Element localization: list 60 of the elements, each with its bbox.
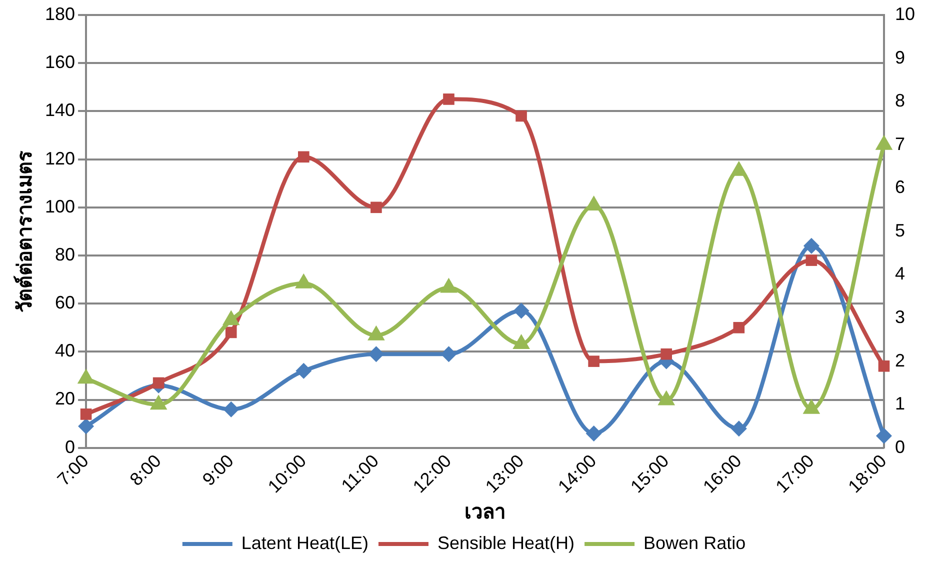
y2-tick-label: 0 xyxy=(894,436,905,457)
y-tick-label: 60 xyxy=(55,292,76,313)
point xyxy=(586,425,602,442)
y2-tick-label: 2 xyxy=(894,350,905,370)
y2-tick-label: 1 xyxy=(894,394,905,414)
point xyxy=(440,278,458,293)
point xyxy=(368,346,384,362)
y2-tick-label: 7 xyxy=(894,134,905,154)
y2-tick-label: 10 xyxy=(894,4,916,24)
point xyxy=(658,390,676,406)
y-tick-label: 120 xyxy=(44,148,76,168)
y-tick-label: 40 xyxy=(55,340,76,361)
y2-tick-label: 8 xyxy=(894,90,905,111)
legend-label: Sensible Heat(H) xyxy=(437,532,575,553)
point xyxy=(875,134,893,150)
point xyxy=(660,348,672,360)
y-tick-label: 20 xyxy=(55,388,76,409)
y2-tick-label: 4 xyxy=(894,264,905,284)
point xyxy=(80,408,92,420)
point xyxy=(222,310,240,326)
y-tick-label: 140 xyxy=(44,100,76,120)
point xyxy=(296,362,312,379)
point xyxy=(368,325,385,340)
point xyxy=(223,401,240,418)
legend-label: Latent Heat(LE) xyxy=(241,532,368,553)
point xyxy=(733,322,745,334)
y-tick-label: 180 xyxy=(44,4,76,24)
point xyxy=(588,356,600,367)
y-tick-label: 100 xyxy=(44,196,76,216)
point xyxy=(150,394,168,410)
x-tick-label: 8:00 xyxy=(126,450,165,490)
y2-tick-label: 9 xyxy=(894,47,905,68)
legend-label: Bowen Ratio xyxy=(644,532,746,553)
y-axis-title: วัตต์ต่อตารางเมตร xyxy=(14,150,37,312)
x-axis-title: เวลา xyxy=(464,502,506,524)
x-tick-label: 9:00 xyxy=(198,450,238,490)
point xyxy=(225,326,237,338)
y-tick-label: 0 xyxy=(65,436,76,457)
y2-tick-label: 6 xyxy=(894,177,905,198)
point xyxy=(512,334,530,349)
point xyxy=(370,202,382,214)
point xyxy=(77,368,95,384)
point xyxy=(298,151,310,163)
point xyxy=(878,360,890,372)
point xyxy=(513,302,530,319)
point xyxy=(730,420,747,437)
point xyxy=(516,110,527,122)
y2-tick-label: 3 xyxy=(894,306,905,327)
y-tick-label: 80 xyxy=(55,244,76,264)
point xyxy=(730,160,748,176)
point xyxy=(443,94,454,105)
point xyxy=(440,346,457,362)
point xyxy=(876,428,892,444)
y2-tick-label: 5 xyxy=(894,220,905,240)
point xyxy=(802,398,820,414)
point xyxy=(78,418,94,434)
point xyxy=(806,254,818,266)
y-tick-label: 160 xyxy=(44,52,76,72)
point xyxy=(294,273,312,288)
point xyxy=(803,238,820,254)
